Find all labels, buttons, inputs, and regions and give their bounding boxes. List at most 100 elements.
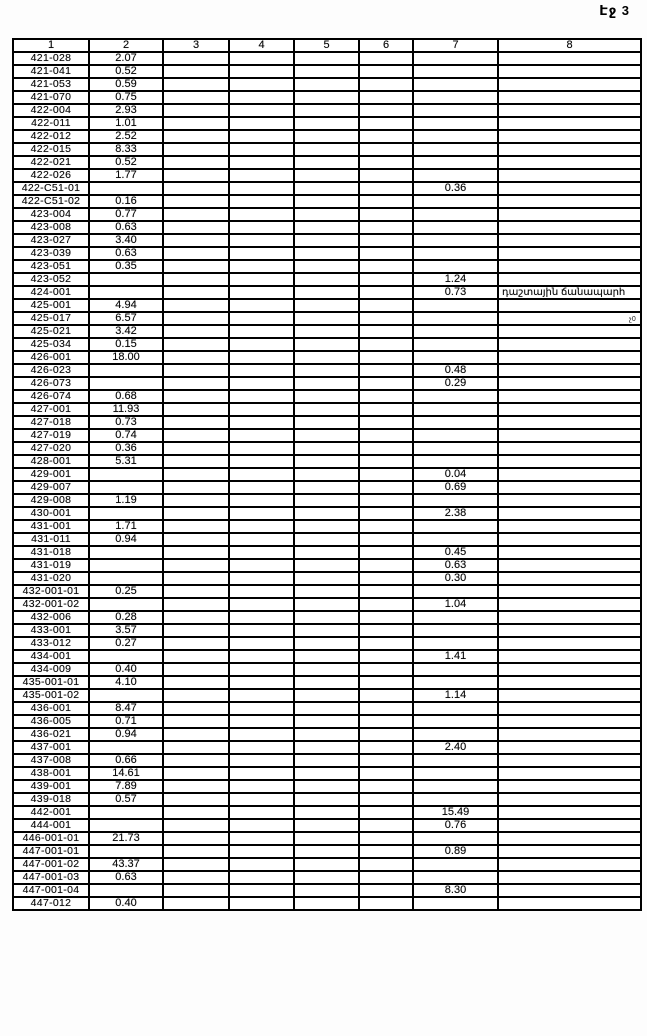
value-cell: [293, 298, 360, 313]
value-cell: [228, 415, 295, 430]
value-cell: 0.04: [412, 467, 499, 482]
code-cell: 425-034: [12, 337, 90, 352]
value-cell: [162, 454, 230, 469]
value-cell: [358, 766, 414, 781]
code-cell: 431-019: [12, 558, 90, 573]
code-cell: 442-001: [12, 805, 90, 820]
column-header: 7: [412, 38, 499, 53]
value-cell: [293, 857, 360, 872]
value-cell: [228, 649, 295, 664]
column-header: 3: [162, 38, 230, 53]
value-cell: [88, 467, 164, 482]
value-cell: [358, 155, 414, 170]
value-cell: [88, 558, 164, 573]
value-cell: [228, 493, 295, 508]
value-cell: [412, 168, 499, 183]
code-cell: 447-001-03: [12, 870, 90, 885]
table-row: 439-018 0.57: [12, 792, 642, 807]
note-cell: [497, 376, 642, 391]
value-cell: [412, 727, 499, 742]
value-cell: [358, 857, 414, 872]
value-cell: [358, 532, 414, 547]
value-cell: [412, 662, 499, 677]
value-cell: [228, 64, 295, 79]
value-cell: [293, 896, 360, 911]
value-cell: 0.36: [412, 181, 499, 196]
value-cell: [162, 675, 230, 690]
value-cell: [228, 311, 295, 326]
value-cell: [162, 766, 230, 781]
note-cell: [497, 610, 642, 625]
value-cell: [162, 818, 230, 833]
value-cell: 0.52: [88, 155, 164, 170]
value-cell: [162, 181, 230, 196]
value-cell: 1.77: [88, 168, 164, 183]
value-cell: 5.31: [88, 454, 164, 469]
value-cell: [293, 363, 360, 378]
value-cell: [293, 454, 360, 469]
value-cell: [412, 415, 499, 430]
value-cell: [358, 168, 414, 183]
code-cell: 433-001: [12, 623, 90, 638]
value-cell: [228, 116, 295, 131]
value-cell: 1.24: [412, 272, 499, 287]
value-cell: [358, 90, 414, 105]
code-cell: 437-001: [12, 740, 90, 755]
value-cell: [358, 779, 414, 794]
value-cell: [162, 402, 230, 417]
note-cell: [497, 142, 642, 157]
table-row: 436-021 0.94: [12, 727, 642, 742]
value-cell: [88, 363, 164, 378]
value-cell: [228, 77, 295, 92]
note-cell: [497, 246, 642, 261]
code-cell: 423-051: [12, 259, 90, 274]
value-cell: [228, 363, 295, 378]
value-cell: [293, 168, 360, 183]
value-cell: [358, 493, 414, 508]
code-cell: 436-005: [12, 714, 90, 729]
code-cell: 436-001: [12, 701, 90, 716]
note-cell: [497, 259, 642, 274]
value-cell: 0.66: [88, 753, 164, 768]
note-cell: դաշտային ճանապարհ: [497, 285, 642, 300]
column-header: 8: [497, 38, 642, 53]
value-cell: [228, 714, 295, 729]
value-cell: [358, 870, 414, 885]
value-cell: [293, 441, 360, 456]
table-row: 421-070 0.75: [12, 90, 642, 105]
value-cell: [88, 571, 164, 586]
value-cell: 6.57: [88, 311, 164, 326]
value-cell: [293, 558, 360, 573]
table-row: 423-008 0.63: [12, 220, 642, 235]
value-cell: 43.37: [88, 857, 164, 872]
value-cell: [228, 90, 295, 105]
value-cell: [358, 116, 414, 131]
code-cell: 432-001-02: [12, 597, 90, 612]
value-cell: [228, 766, 295, 781]
value-cell: 3.40: [88, 233, 164, 248]
code-cell: 432-001-01: [12, 584, 90, 599]
value-cell: 7.89: [88, 779, 164, 794]
value-cell: [228, 428, 295, 443]
value-cell: [293, 610, 360, 625]
table-row: 422-015 8.33: [12, 142, 642, 157]
code-cell: 429-001: [12, 467, 90, 482]
value-cell: [228, 896, 295, 911]
value-cell: 2.07: [88, 51, 164, 66]
value-cell: [358, 480, 414, 495]
value-cell: [228, 389, 295, 404]
value-cell: 0.73: [88, 415, 164, 430]
note-cell: [497, 623, 642, 638]
value-cell: [162, 207, 230, 222]
table-row: 423-039 0.63: [12, 246, 642, 261]
table-row: 427-020 0.36: [12, 441, 642, 456]
value-cell: 0.68: [88, 389, 164, 404]
code-cell: 446-001-01: [12, 831, 90, 846]
value-cell: [358, 727, 414, 742]
value-cell: [412, 194, 499, 209]
note-cell: [497, 77, 642, 92]
table-row: 422-021 0.52: [12, 155, 642, 170]
value-cell: [228, 831, 295, 846]
note-cell: [497, 740, 642, 755]
table-row: 422-004 2.93: [12, 103, 642, 118]
